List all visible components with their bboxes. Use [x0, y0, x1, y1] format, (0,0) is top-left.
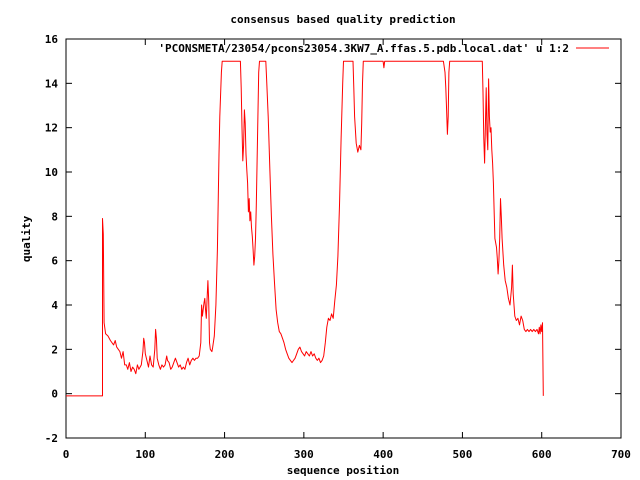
- y-tick-label: 2: [51, 343, 58, 356]
- y-tick-label: 6: [51, 255, 58, 268]
- y-tick-label: 4: [51, 299, 58, 312]
- x-tick-label: 400: [373, 448, 393, 461]
- y-tick-label: 16: [45, 33, 59, 46]
- y-tick-label: 14: [45, 77, 59, 90]
- x-axis-label: sequence position: [287, 464, 400, 477]
- x-tick-label: 600: [532, 448, 552, 461]
- legend: 'PCONSMETA/23054/pcons23054.3KW7_A.ffas.…: [158, 42, 609, 55]
- x-tick-label: 700: [611, 448, 631, 461]
- series-line: [66, 60, 544, 397]
- y-tick-label: -2: [45, 432, 58, 445]
- legend-entry-label: 'PCONSMETA/23054/pcons23054.3KW7_A.ffas.…: [158, 42, 569, 55]
- y-tick-label: 0: [51, 388, 58, 401]
- y-tick-label: 12: [45, 122, 58, 135]
- y-tick-label: 10: [45, 166, 58, 179]
- plot-frame: [65, 38, 622, 439]
- chart-title: consensus based quality prediction: [230, 13, 455, 26]
- y-tick-labels: -2 0 2 4 6 8 10 12 14 16: [45, 33, 59, 445]
- x-tick-label: 200: [215, 448, 235, 461]
- x-tick-label: 500: [452, 448, 472, 461]
- y-axis-label: quality: [20, 215, 33, 262]
- x-tick-label: 0: [63, 448, 70, 461]
- x-tick-label: 100: [135, 448, 155, 461]
- x-tick-labels: 0 100 200 300 400 500 600 700: [63, 448, 631, 461]
- axis-ticks: [65, 38, 622, 439]
- y-tick-label: 8: [51, 210, 58, 223]
- x-tick-label: 300: [294, 448, 314, 461]
